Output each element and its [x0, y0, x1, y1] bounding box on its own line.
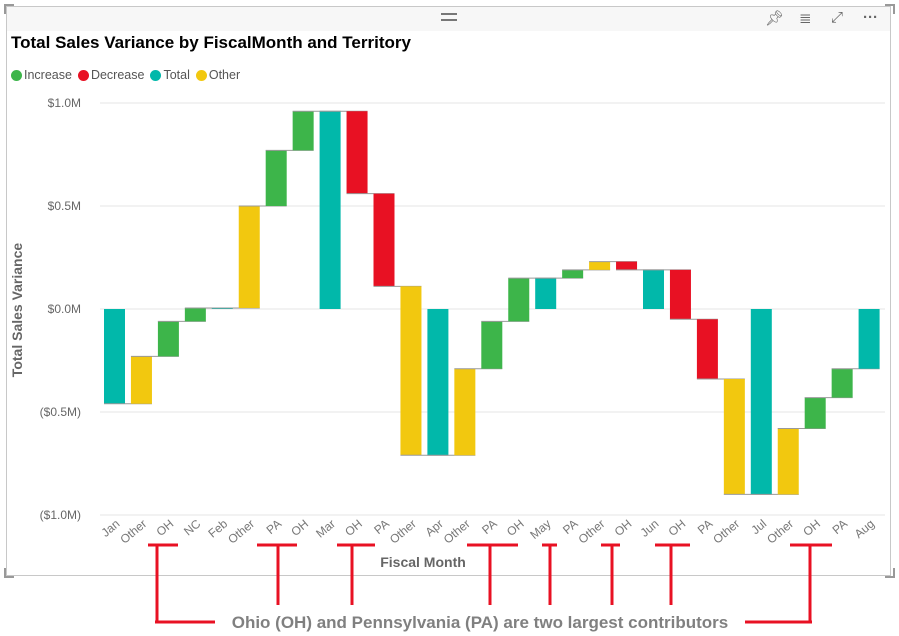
- x-tick-label: OH: [666, 517, 689, 539]
- bar-pa-17: [562, 269, 584, 279]
- x-tick-label: OH: [800, 517, 823, 539]
- bar-pa-22: [696, 319, 718, 380]
- x-tick-label: Other: [441, 517, 473, 547]
- bar-other-13: [454, 368, 476, 456]
- resize-corner[interactable]: [885, 4, 895, 14]
- legend-dot: [150, 69, 162, 81]
- y-tick-label: ($0.5M): [40, 405, 81, 419]
- legend-label: Total: [163, 68, 190, 82]
- drag-handle-icon[interactable]: [441, 13, 457, 21]
- pin-icon[interactable]: 📌︎: [765, 10, 785, 27]
- legend-dot: [195, 69, 207, 81]
- y-tick-label: ($1.0M): [40, 508, 81, 522]
- legend-label: Increase: [24, 68, 72, 82]
- x-tick-label: OH: [504, 517, 527, 539]
- y-tick-label: $0.0M: [48, 302, 81, 316]
- bar-may-16: [535, 278, 557, 309]
- x-tick-label: Aug: [852, 517, 877, 541]
- bar-jan-0: [104, 309, 125, 404]
- bar-pa-27: [831, 368, 853, 398]
- resize-corner[interactable]: [4, 4, 14, 14]
- filter-icon[interactable]: ≣: [799, 10, 812, 27]
- x-tick-label: Jun: [638, 517, 662, 540]
- x-tick-label: May: [527, 517, 553, 542]
- legend-item-other[interactable]: Other: [195, 68, 241, 82]
- bar-other-18: [589, 261, 611, 270]
- bar-oh-26: [804, 397, 826, 429]
- x-tick-label: PA: [479, 517, 500, 537]
- bar-other-23: [723, 379, 745, 495]
- legend-item-increase[interactable]: Increase: [11, 68, 72, 82]
- bar-oh-21: [669, 269, 691, 320]
- legend: Increase Decrease Total Other: [11, 68, 240, 82]
- bar-apr-12: [427, 309, 449, 456]
- bar-pa-10: [373, 193, 395, 287]
- bar-other-25: [777, 428, 799, 495]
- x-tick-label: OH: [342, 517, 365, 539]
- x-tick-label: OH: [612, 517, 635, 539]
- x-axis-title: Fiscal Month: [380, 554, 466, 570]
- bar-oh-9: [346, 111, 368, 194]
- x-tick-label: Other: [117, 517, 149, 547]
- visual-card: 📌︎ ≣ ⤢ ··· Total Sales Variance by Fisca…: [6, 6, 891, 576]
- resize-corner[interactable]: [4, 568, 14, 578]
- x-tick-label: PA: [264, 517, 285, 537]
- bar-aug-28: [858, 309, 880, 369]
- x-tick-label: Other: [710, 517, 742, 547]
- visual-header: 📌︎ ≣ ⤢ ···: [7, 7, 890, 31]
- bar-other-5: [238, 206, 260, 308]
- bar-oh-7: [292, 111, 314, 151]
- x-tick-label: Other: [576, 517, 608, 547]
- bar-pa-14: [481, 321, 503, 369]
- annotation-text: Ohio (OH) and Pennsylvania (PA) are two …: [232, 613, 729, 632]
- legend-dot: [77, 69, 89, 81]
- legend-item-decrease[interactable]: Decrease: [77, 68, 145, 82]
- bar-other-11: [400, 286, 422, 456]
- legend-label: Decrease: [90, 68, 145, 82]
- y-tick-label: $0.5M: [48, 199, 81, 213]
- y-axis-title: Total Sales Variance: [9, 243, 25, 378]
- x-tick-label: Other: [764, 517, 796, 547]
- x-tick-label: PA: [829, 517, 850, 537]
- bar-oh-15: [508, 278, 530, 322]
- bar-feb-4: [211, 307, 233, 309]
- bar-oh-19: [616, 261, 638, 270]
- x-tick-label: OH: [154, 517, 177, 539]
- legend-dot: [11, 69, 22, 81]
- legend-item-total[interactable]: Total: [150, 68, 190, 82]
- bar-mar-8: [319, 111, 341, 310]
- bar-other-1: [130, 356, 152, 404]
- bar-jul-24: [750, 309, 772, 495]
- bar-oh-2: [157, 321, 179, 357]
- more-options-icon[interactable]: ···: [863, 9, 878, 26]
- legend-label: Other: [208, 68, 241, 82]
- x-tick-label: NC: [181, 516, 204, 538]
- chart-title: Total Sales Variance by FiscalMonth and …: [11, 33, 411, 52]
- x-tick-label: OH: [288, 517, 311, 539]
- y-tick-label: $1.0M: [48, 96, 81, 110]
- x-tick-label: Other: [225, 517, 257, 547]
- x-tick-label: Mar: [313, 517, 338, 541]
- resize-corner[interactable]: [885, 568, 895, 578]
- bar-pa-6: [265, 150, 287, 206]
- focus-mode-icon[interactable]: ⤢: [831, 9, 844, 26]
- x-tick-label: Other: [387, 517, 419, 547]
- bar-nc-3: [184, 307, 206, 322]
- bar-jun-20: [643, 269, 664, 309]
